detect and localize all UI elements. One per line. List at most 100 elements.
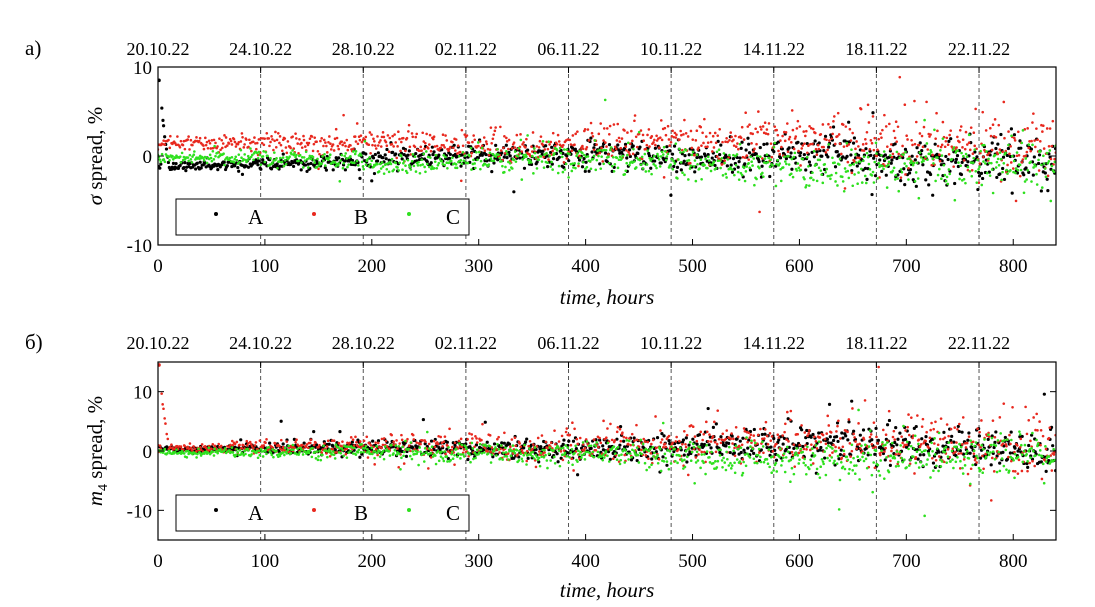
data-point-A xyxy=(760,164,764,168)
data-point-C xyxy=(294,155,297,159)
data-point-C xyxy=(684,148,688,152)
data-point-B xyxy=(183,444,187,448)
data-point-A xyxy=(589,136,593,140)
data-point-B xyxy=(775,442,778,446)
data-point-C xyxy=(638,158,642,162)
data-point-A xyxy=(947,139,951,143)
data-point-C xyxy=(363,140,367,143)
data-point-C xyxy=(437,161,441,165)
data-point-B xyxy=(553,144,557,148)
data-point-C xyxy=(296,447,299,451)
data-point-B xyxy=(312,142,316,146)
data-point-A xyxy=(870,438,874,442)
data-point-C xyxy=(269,157,272,160)
data-point-C xyxy=(824,170,827,174)
data-point-B xyxy=(626,131,629,134)
data-point-B xyxy=(731,442,734,445)
date-tick-label: 22.11.22 xyxy=(948,333,1010,353)
data-point-A xyxy=(741,436,745,440)
data-point-B xyxy=(697,453,700,456)
data-point-C xyxy=(578,149,581,153)
data-point-C xyxy=(416,164,420,167)
data-point-B xyxy=(352,147,355,151)
data-point-B xyxy=(657,457,661,461)
data-point-B xyxy=(344,452,348,456)
data-point-A xyxy=(852,136,857,140)
data-point-B xyxy=(249,443,253,446)
data-point-A xyxy=(777,438,781,442)
data-point-C xyxy=(307,451,311,455)
data-point-C xyxy=(249,155,253,159)
data-point-A xyxy=(706,152,710,157)
data-point-B xyxy=(974,107,977,111)
data-point-B xyxy=(894,453,898,456)
data-point-C xyxy=(311,446,314,450)
data-point-B xyxy=(787,137,791,141)
data-point-B xyxy=(1008,152,1011,156)
data-point-B xyxy=(360,140,364,144)
data-point-B xyxy=(525,459,529,463)
data-point-A xyxy=(259,167,263,171)
data-point-C xyxy=(433,160,437,163)
data-point-B xyxy=(851,407,854,410)
data-point-B xyxy=(202,144,205,147)
data-point-A xyxy=(682,159,686,163)
data-point-B xyxy=(762,451,765,455)
data-point-A xyxy=(887,418,892,423)
data-point-C xyxy=(1035,183,1039,186)
data-point-B xyxy=(642,139,646,142)
data-point-B xyxy=(694,456,698,459)
date-tick-label: 24.10.22 xyxy=(229,333,292,353)
data-point-C xyxy=(420,158,424,162)
data-point-B xyxy=(818,436,822,439)
data-point-B xyxy=(720,163,724,166)
data-point-B xyxy=(546,147,550,151)
data-point-A xyxy=(931,461,936,465)
data-point-C xyxy=(658,165,662,168)
data-point-B xyxy=(739,136,743,140)
data-point-C xyxy=(666,152,670,156)
data-point-B xyxy=(876,442,879,445)
data-point-B xyxy=(853,436,856,439)
data-point-C xyxy=(613,163,617,166)
data-point-A xyxy=(858,433,862,437)
data-point-B xyxy=(158,363,161,367)
data-point-A xyxy=(916,457,920,461)
data-point-C xyxy=(347,451,351,454)
data-point-C xyxy=(720,156,724,160)
data-point-C xyxy=(230,446,234,449)
data-point-C xyxy=(242,454,246,457)
data-point-A xyxy=(866,453,870,457)
data-point-B xyxy=(883,450,886,453)
data-point-C xyxy=(561,170,565,174)
data-point-B xyxy=(946,143,950,147)
panel-b: б) 20.10.22 24.10.22 28.10.22 02.11.22 06.11.… xyxy=(25,330,1057,602)
data-point-C xyxy=(964,152,968,156)
data-point-A xyxy=(931,193,935,197)
data-point-C xyxy=(506,152,509,156)
data-point-B xyxy=(890,446,894,450)
data-point-B xyxy=(519,133,522,136)
data-point-C xyxy=(779,179,783,183)
data-point-B xyxy=(186,138,190,141)
data-point-A xyxy=(946,157,950,162)
data-point-C xyxy=(1049,199,1053,203)
data-point-A xyxy=(338,430,342,434)
data-point-C xyxy=(440,159,444,163)
data-point-B xyxy=(226,444,229,448)
data-point-B xyxy=(716,134,720,137)
data-point-B xyxy=(542,155,545,159)
data-point-B xyxy=(962,159,966,162)
data-point-C xyxy=(868,168,872,171)
data-point-B xyxy=(686,135,690,138)
data-point-C xyxy=(1040,163,1043,167)
data-point-B xyxy=(315,140,318,144)
data-point-C xyxy=(351,452,355,455)
data-point-B xyxy=(308,441,312,445)
data-point-C xyxy=(479,159,483,163)
data-point-B xyxy=(854,147,857,151)
data-point-B xyxy=(634,135,638,139)
data-point-B xyxy=(663,126,667,130)
data-point-B xyxy=(1037,169,1041,172)
data-point-B xyxy=(732,138,735,142)
